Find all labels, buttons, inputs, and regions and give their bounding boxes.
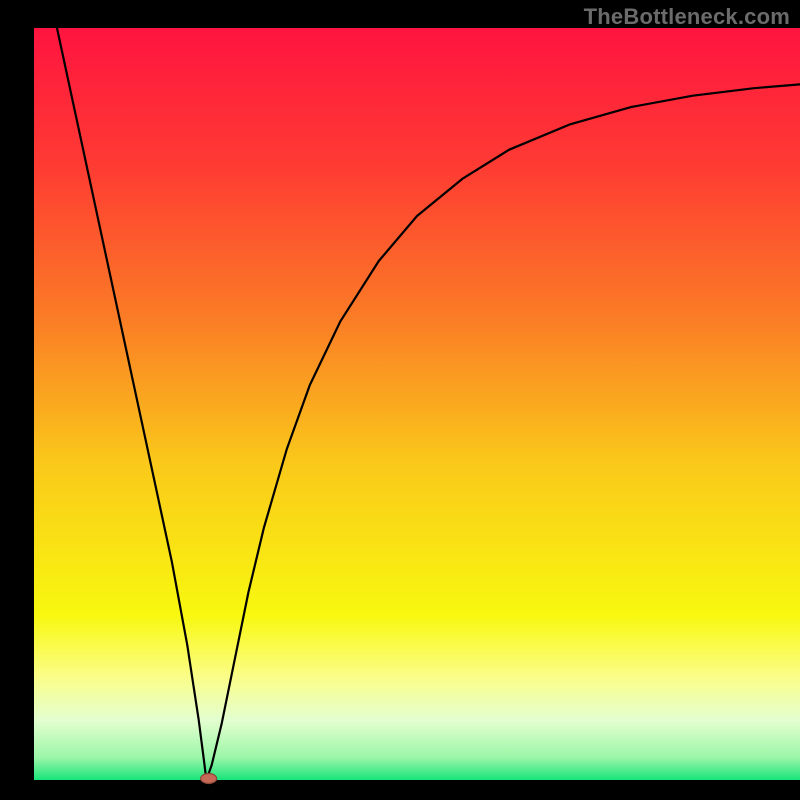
- minimum-marker: [201, 773, 217, 783]
- chart-canvas: [0, 0, 800, 800]
- bottleneck-chart: TheBottleneck.com: [0, 0, 800, 800]
- watermark-label: TheBottleneck.com: [584, 4, 790, 30]
- chart-plot-area: [34, 28, 800, 780]
